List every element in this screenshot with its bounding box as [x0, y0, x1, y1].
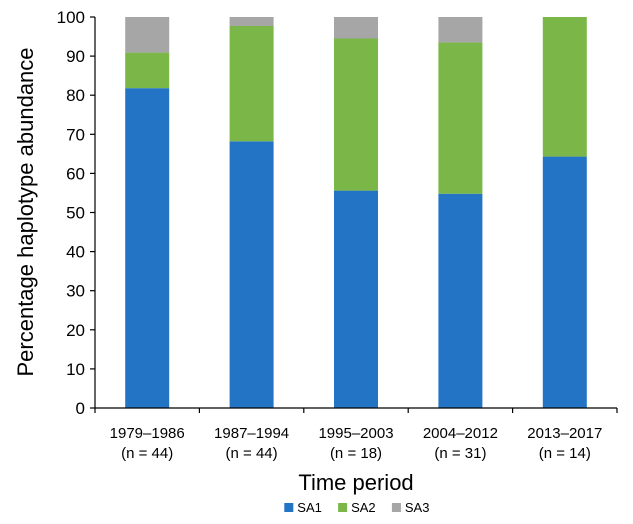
bar-segment-sa2-3	[334, 38, 378, 191]
legend-item-sa1: SA1	[284, 500, 322, 515]
bars-layer	[125, 17, 587, 408]
legend-label-sa2: SA2	[351, 500, 376, 515]
bar-segment-sa2-5	[542, 17, 587, 157]
x-category-sublabel-1: (n = 44)	[121, 445, 173, 462]
bar-segment-sa1-4	[438, 193, 483, 408]
y-tick-label-20: 20	[66, 321, 85, 340]
bar-segment-sa3-4	[438, 17, 483, 43]
x-category-sublabel-3: (n = 18)	[330, 445, 382, 462]
x-category-sublabel-2: (n = 44)	[226, 445, 278, 462]
y-ticks-layer: 0 10 20 30 40 50 60 70 80 90 100	[57, 8, 95, 418]
legend-swatch-sa3	[391, 503, 401, 512]
y-tick-label-10: 10	[66, 360, 85, 379]
legend-swatch-sa1	[284, 503, 294, 512]
bar-segment-sa1-5	[542, 156, 587, 408]
y-tick-label-80: 80	[66, 86, 85, 105]
x-category-label-4: 2004–2012	[423, 425, 498, 442]
y-tick-label-100: 100	[57, 8, 85, 27]
bar-segment-sa2-1	[125, 52, 170, 89]
y-axis-title: Percentage haplotype abundance	[13, 47, 38, 376]
x-category-label-5: 2013–2017	[527, 425, 602, 442]
plot-area: 0 10 20 30 40 50 60 70 80 90 100 1979–1986 (n = 44)…	[57, 8, 618, 462]
x-category-label-2: 1987–1994	[214, 425, 289, 442]
legend: SA1 SA2 SA3	[284, 500, 429, 515]
y-tick-label-70: 70	[66, 125, 85, 144]
x-labels-layer: 1979–1986 (n = 44) 1987–1994 (n = 44) 1995–2…	[94, 408, 618, 462]
bar-segment-sa1-1	[125, 88, 170, 408]
bar-segment-sa1-2	[229, 141, 274, 408]
x-axis-title: Time period	[298, 470, 413, 495]
x-category-label-1: 1979–1986	[110, 425, 185, 442]
bar-segment-sa3-2	[229, 17, 274, 26]
bar-segment-sa2-2	[229, 25, 274, 142]
bar-segment-sa1-3	[334, 190, 378, 408]
y-tick-label-90: 90	[66, 47, 85, 66]
bar-segment-sa3-1	[125, 17, 170, 53]
x-category-sublabel-5: (n = 14)	[539, 445, 591, 462]
y-tick-label-50: 50	[66, 204, 85, 223]
legend-label-sa1: SA1	[297, 500, 322, 515]
y-tick-label-60: 60	[66, 164, 85, 183]
legend-label-sa3: SA3	[405, 500, 430, 515]
legend-swatch-sa2	[338, 503, 348, 512]
bar-segment-sa3-3	[334, 17, 378, 39]
x-category-sublabel-4: (n = 31)	[434, 445, 486, 462]
legend-item-sa3: SA3	[391, 500, 430, 515]
y-tick-label-40: 40	[66, 243, 85, 262]
y-tick-label-0: 0	[76, 399, 85, 418]
legend-item-sa2: SA2	[338, 500, 376, 515]
x-category-label-3: 1995–2003	[318, 425, 393, 442]
bar-segment-sa2-4	[438, 42, 483, 194]
y-tick-label-30: 30	[66, 282, 85, 301]
